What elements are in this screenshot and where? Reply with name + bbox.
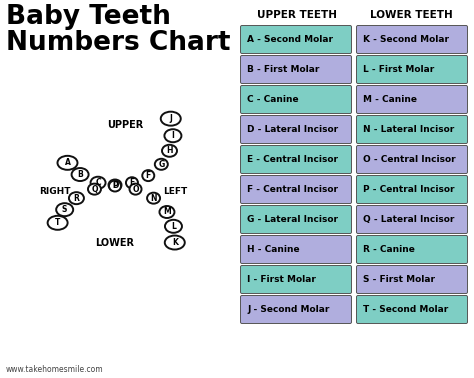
Text: J - Second Molar: J - Second Molar (247, 305, 329, 314)
Text: P - Central Incisor: P - Central Incisor (363, 185, 455, 194)
FancyBboxPatch shape (356, 265, 467, 293)
Text: P: P (112, 181, 118, 191)
Text: R - Canine: R - Canine (363, 245, 415, 254)
Text: T - Second Molar: T - Second Molar (363, 305, 448, 314)
Ellipse shape (109, 181, 121, 192)
FancyBboxPatch shape (240, 116, 352, 144)
FancyBboxPatch shape (240, 206, 352, 234)
Text: Q - Lateral Incisor: Q - Lateral Incisor (363, 215, 455, 224)
Text: RIGHT: RIGHT (39, 187, 71, 196)
Text: LEFT: LEFT (163, 187, 187, 196)
Text: F - Central Incisor: F - Central Incisor (247, 185, 338, 194)
FancyBboxPatch shape (356, 175, 467, 203)
Text: J: J (169, 114, 172, 123)
FancyBboxPatch shape (240, 235, 352, 263)
Text: A: A (64, 158, 71, 167)
Ellipse shape (72, 168, 89, 181)
Text: G: G (158, 160, 164, 169)
Ellipse shape (162, 145, 177, 157)
Ellipse shape (165, 235, 185, 249)
Text: F: F (146, 171, 151, 180)
Ellipse shape (161, 112, 181, 125)
Text: D: D (112, 181, 118, 189)
Text: C: C (95, 178, 101, 187)
Text: L: L (171, 222, 176, 231)
FancyBboxPatch shape (356, 206, 467, 234)
FancyBboxPatch shape (240, 25, 352, 54)
Text: www.takehomesmile.com: www.takehomesmile.com (6, 365, 104, 374)
FancyBboxPatch shape (356, 56, 467, 84)
Text: B: B (77, 170, 83, 179)
Text: Q: Q (91, 184, 98, 194)
Text: I - First Molar: I - First Molar (247, 275, 316, 284)
Ellipse shape (142, 170, 154, 181)
Text: LOWER TEETH: LOWER TEETH (370, 10, 452, 20)
FancyBboxPatch shape (240, 56, 352, 84)
Text: G - Lateral Incisor: G - Lateral Incisor (247, 215, 338, 224)
FancyBboxPatch shape (240, 85, 352, 113)
Ellipse shape (126, 177, 138, 188)
Text: E - Central Incisor: E - Central Incisor (247, 155, 338, 164)
Ellipse shape (165, 220, 182, 233)
Text: E: E (129, 178, 135, 187)
Text: R: R (73, 194, 79, 203)
Text: M: M (163, 208, 171, 217)
FancyBboxPatch shape (356, 235, 467, 263)
FancyBboxPatch shape (356, 116, 467, 144)
Text: M - Canine: M - Canine (363, 95, 417, 104)
Ellipse shape (159, 206, 174, 218)
Text: I: I (172, 131, 174, 140)
Text: Numbers Chart: Numbers Chart (6, 30, 230, 56)
Text: O - Central Incisor: O - Central Incisor (363, 155, 456, 164)
Ellipse shape (91, 177, 106, 189)
Ellipse shape (47, 216, 68, 230)
Ellipse shape (69, 192, 84, 204)
Text: Baby Teeth: Baby Teeth (6, 4, 171, 30)
Text: S - First Molar: S - First Molar (363, 275, 435, 284)
Text: N - Lateral Incisor: N - Lateral Incisor (363, 125, 454, 134)
FancyBboxPatch shape (240, 146, 352, 174)
Text: UPPER TEETH: UPPER TEETH (257, 10, 337, 20)
FancyBboxPatch shape (356, 25, 467, 54)
Ellipse shape (57, 156, 77, 170)
Ellipse shape (155, 159, 168, 170)
Text: H: H (166, 146, 173, 155)
FancyBboxPatch shape (356, 146, 467, 174)
Text: LOWER: LOWER (95, 238, 135, 248)
Ellipse shape (88, 184, 101, 195)
Text: C - Canine: C - Canine (247, 95, 299, 104)
Ellipse shape (129, 184, 142, 195)
Text: N: N (150, 194, 157, 203)
Ellipse shape (147, 193, 160, 204)
Text: H - Canine: H - Canine (247, 245, 300, 254)
Text: L - First Molar: L - First Molar (363, 65, 434, 74)
FancyBboxPatch shape (356, 85, 467, 113)
Text: A - Second Molar: A - Second Molar (247, 35, 333, 44)
Text: K: K (172, 238, 178, 247)
Text: B - First Molar: B - First Molar (247, 65, 319, 74)
Text: O: O (132, 184, 139, 194)
FancyBboxPatch shape (240, 296, 352, 324)
Text: UPPER: UPPER (107, 120, 143, 130)
FancyBboxPatch shape (356, 296, 467, 324)
FancyBboxPatch shape (240, 175, 352, 203)
FancyBboxPatch shape (240, 265, 352, 293)
Ellipse shape (164, 129, 182, 142)
Text: S: S (62, 205, 67, 214)
Text: D - Lateral Incisor: D - Lateral Incisor (247, 125, 338, 134)
Text: T: T (55, 218, 60, 227)
Ellipse shape (56, 203, 73, 216)
Text: K - Second Molar: K - Second Molar (363, 35, 449, 44)
Ellipse shape (109, 180, 121, 191)
